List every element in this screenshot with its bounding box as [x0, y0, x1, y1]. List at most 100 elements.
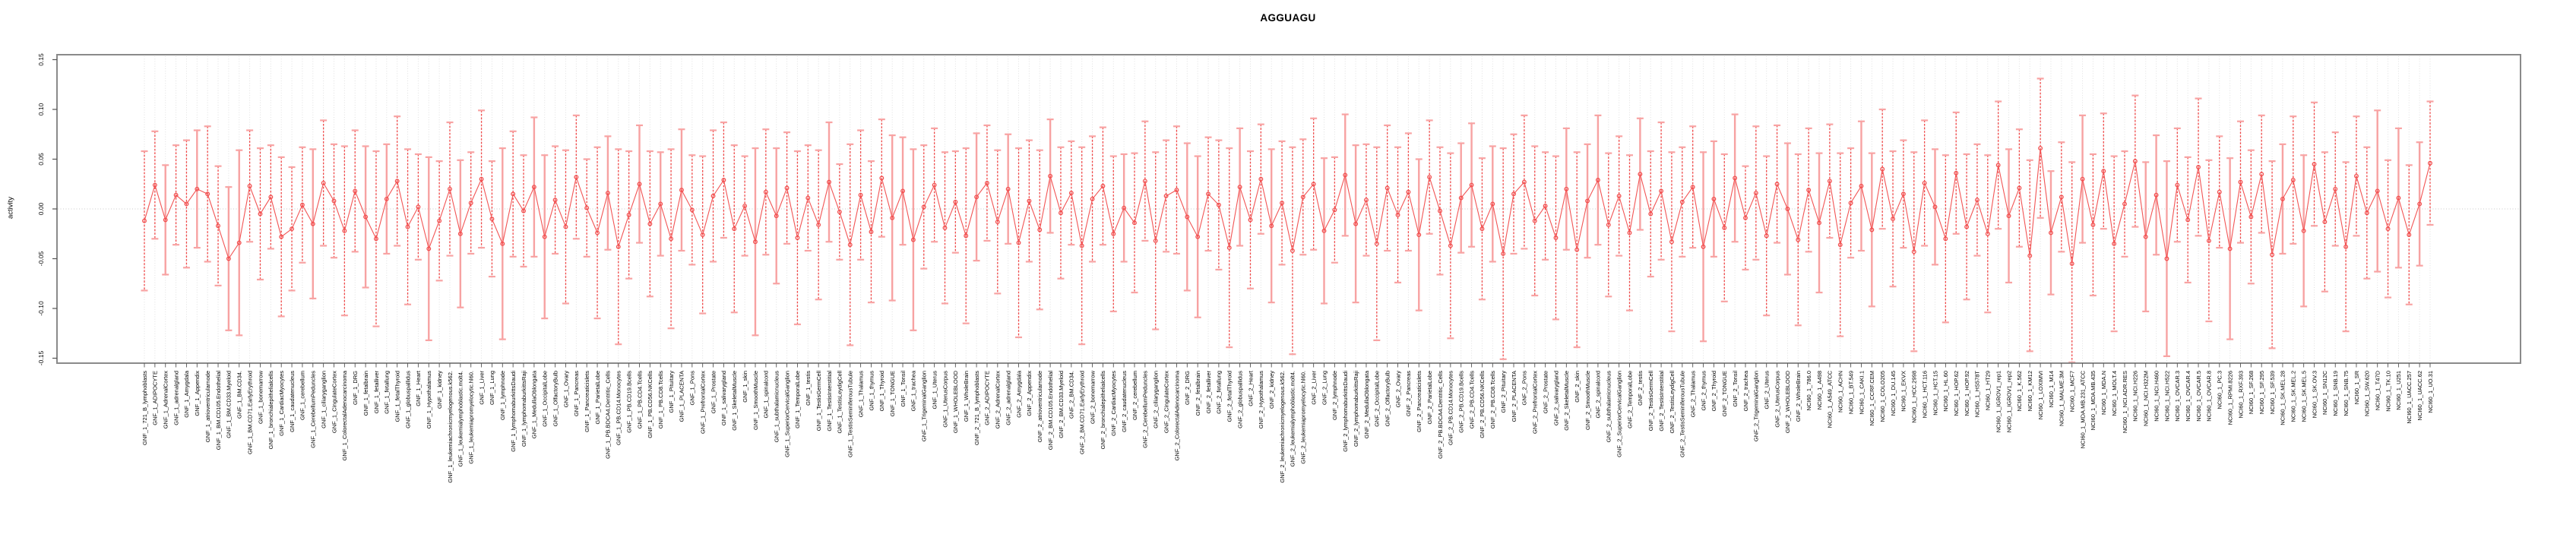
- data-point: [1406, 189, 1411, 194]
- data-point: [1616, 194, 1622, 198]
- data-point: [1395, 212, 1400, 217]
- x-tick-label: NCI60_1_SNB.75: [2343, 371, 2350, 416]
- x-tick-label: GNF_1_ParietalLobe: [594, 371, 601, 424]
- x-tick-label: GNF_1_Tonsil: [900, 371, 907, 407]
- data-point: [353, 188, 358, 194]
- x-tick-label: NCI60_1_CCRF.CEM: [1869, 371, 1875, 426]
- data-point: [1479, 226, 1485, 232]
- data-point: [2090, 223, 2096, 227]
- data-point: [2217, 189, 2222, 194]
- x-tick-label: GNF_2_TestisGermCell: [1647, 371, 1654, 432]
- x-tick-label: NCI60_1_HL.60: [1942, 371, 1949, 412]
- data-point: [1195, 234, 1201, 239]
- data-point: [774, 213, 779, 219]
- data-point: [152, 182, 157, 188]
- data-point: [1543, 204, 1548, 209]
- data-point: [2301, 228, 2306, 233]
- data-point: [1216, 202, 1221, 207]
- data-point: [2006, 213, 2011, 219]
- data-point: [942, 225, 948, 230]
- x-tick-label: NCI60_1_LOXIMVI: [2037, 371, 2044, 419]
- x-tick-label: GNF_1_PB.CD4.Tcells: [636, 371, 643, 429]
- data-point: [1911, 249, 1916, 255]
- data-point: [2280, 196, 2285, 201]
- data-point: [2417, 201, 2423, 207]
- x-tick-label: GNF_2_Ovary: [1394, 371, 1401, 408]
- x-tick-label: GNF_2_TestisSeminiferousTubule: [1679, 371, 1686, 457]
- data-point: [679, 188, 684, 193]
- data-point: [1669, 239, 1674, 245]
- data-point: [2312, 162, 2317, 166]
- x-tick-label: GNF_2_fetalThyroid: [1226, 371, 1233, 422]
- data-point: [247, 183, 252, 188]
- x-tick-label: GNF_2_Appendix: [1026, 371, 1033, 416]
- x-tick-label: GNF_2_leukemiachronicmyelogenous.k562.: [1279, 371, 1286, 483]
- x-tick-label: GNF_1_BM.CD33.Myeloid: [226, 371, 233, 438]
- x-tick-label: GNF_1_CardiacMyocytes: [278, 371, 285, 436]
- x-tick-label: GNF_1_Pons: [689, 371, 696, 406]
- data-point: [1753, 191, 1758, 195]
- data-point: [2017, 185, 2022, 191]
- data-point: [489, 217, 495, 222]
- x-tick-label: GNF_1_thymus: [868, 371, 875, 411]
- data-point: [1332, 207, 1337, 213]
- data-point: [1385, 185, 1390, 191]
- x-tick-label: GNF_1_TONGUE: [889, 371, 896, 416]
- x-tick-label: GNF_1_BM.CD34.: [236, 371, 243, 419]
- data-point: [184, 201, 189, 207]
- x-tick-label: GNF_1_Thalamus: [857, 371, 864, 418]
- x-tick-label: NCI60_1_KM12: [2027, 371, 2033, 411]
- data-point: [669, 236, 674, 242]
- x-tick-label: GNF_1_ADIPOCYTE: [152, 371, 159, 425]
- x-tick-label: GNF_2_fetalbrain: [1195, 371, 1201, 416]
- x-tick-label: GNF_2_UterusCorpus: [1774, 371, 1780, 428]
- x-tick-label: GNF_2_SkeletalMuscle: [1563, 371, 1570, 431]
- x-tick-label: GNF_2_PB.CD56.NKCells: [1479, 371, 1486, 438]
- x-tick-label: GNF_2_Prostate: [1542, 371, 1549, 413]
- data-point: [1574, 247, 1580, 252]
- data-point: [279, 234, 284, 239]
- x-tick-label: GNF_2_fetalliver: [1205, 371, 1212, 414]
- x-tick-label: GNF_2_ADIPOCYTE: [984, 371, 991, 425]
- x-tick-label: GNF_2_skin: [1574, 371, 1581, 403]
- data-point: [299, 202, 305, 207]
- x-tick-label: GNF_1_cerebellum: [299, 371, 306, 420]
- data-point: [1248, 217, 1253, 223]
- data-point: [1974, 198, 1979, 203]
- x-tick-label: GNF_2_PB.CD8.Tcells: [1489, 371, 1496, 429]
- x-tick-label: GNF_1_WholeBrain: [963, 371, 970, 422]
- x-tick-label: NCI60_1_NCI.H322M: [2143, 371, 2150, 426]
- data-point: [1100, 183, 1106, 188]
- x-tick-label: GNF_1_spinalcord: [763, 371, 770, 419]
- data-point: [2322, 220, 2328, 224]
- x-tick-label: GNF_1_Pancreaticislets: [584, 371, 590, 432]
- x-tick-label: GNF_1_fetalbrain: [362, 371, 369, 416]
- x-tick-label: GNF_1_leukemiachronicmyelogenous.k562.: [447, 371, 454, 483]
- data-point: [205, 191, 210, 197]
- data-point: [374, 236, 378, 242]
- data-point: [268, 194, 274, 200]
- data-point: [1880, 166, 1885, 172]
- data-point: [363, 214, 369, 220]
- x-tick-label: NCI60_1_IGROV1_rep1: [1995, 371, 2002, 432]
- x-tick-label: NCI60_1_MOLT.4: [2111, 371, 2118, 416]
- data-point: [647, 221, 653, 226]
- data-point: [426, 246, 432, 251]
- data-point: [1722, 225, 1727, 230]
- x-tick-label: NCI60_1_SK.MEL.2: [2290, 371, 2297, 422]
- x-tick-label: NCI60_1_OVCAR.5: [2195, 371, 2202, 422]
- x-tick-label: GNF_1_CingulateCortex: [331, 371, 337, 433]
- data-point: [142, 218, 147, 223]
- data-point: [574, 175, 579, 180]
- x-tick-label: NCI60_1_MALME.3M: [2059, 371, 2065, 426]
- data-point: [2059, 194, 2064, 200]
- x-tick-label: NCI60_1_BT.549: [1847, 371, 1854, 414]
- data-point: [732, 226, 737, 232]
- x-tick-label: GNF_1_BM.CD71.EarlyErythroid: [246, 371, 253, 454]
- x-tick-label: GNF_1_fetalliver: [373, 371, 380, 414]
- x-tick-label: NCI60_1_TK.10: [2385, 371, 2391, 412]
- data-point: [1891, 217, 1896, 222]
- data-point: [1943, 236, 1948, 242]
- x-tick-label: GNF_1_SkeletalMuscle: [731, 371, 738, 431]
